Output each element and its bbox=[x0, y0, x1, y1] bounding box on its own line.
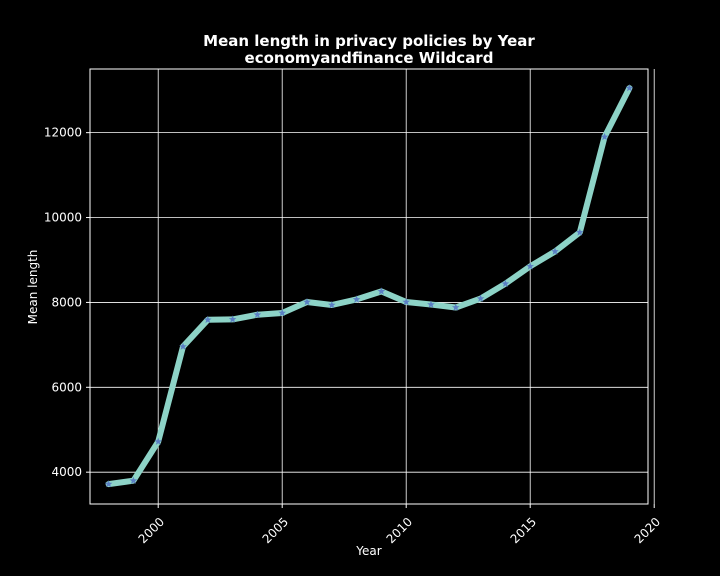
y-axis-label: Mean length bbox=[26, 250, 40, 325]
data-point-marker bbox=[576, 228, 584, 236]
data-point-marker bbox=[154, 437, 162, 445]
data-point-marker bbox=[228, 315, 237, 323]
plot-frame bbox=[89, 68, 649, 505]
data-point-marker bbox=[352, 295, 361, 303]
data-point-marker bbox=[501, 279, 510, 287]
data-point-marker bbox=[526, 262, 534, 270]
data-point-marker bbox=[427, 300, 435, 308]
grid bbox=[90, 69, 655, 504]
chart-title-line1: Mean length in privacy policies by Year bbox=[203, 32, 535, 50]
data-point-marker bbox=[179, 342, 187, 350]
x-axis-label: Year bbox=[355, 544, 381, 558]
chart-title-line2: economyandfinance Wildcard bbox=[245, 49, 494, 67]
y-tick-label: 6000 bbox=[51, 380, 82, 394]
data-point-marker bbox=[129, 476, 138, 484]
data-point-marker bbox=[104, 480, 113, 488]
data-point-marker bbox=[204, 315, 212, 324]
series-line bbox=[105, 85, 633, 488]
data-point-marker bbox=[303, 298, 311, 306]
data-point-marker bbox=[625, 84, 634, 92]
y-tick-label: 4000 bbox=[51, 465, 82, 479]
y-tick-label: 8000 bbox=[51, 295, 82, 309]
data-point-marker bbox=[452, 303, 460, 311]
data-point-marker bbox=[377, 287, 386, 295]
series bbox=[104, 84, 634, 488]
data-point-marker bbox=[476, 294, 485, 302]
y-tick-label: 12000 bbox=[44, 126, 82, 140]
data-point-marker bbox=[253, 310, 262, 318]
data-point-marker bbox=[278, 309, 286, 317]
data-point-marker bbox=[551, 247, 559, 255]
data-point-marker bbox=[402, 298, 410, 306]
y-tick-label: 10000 bbox=[44, 211, 82, 225]
data-point-marker bbox=[600, 132, 609, 141]
data-point-marker bbox=[328, 301, 336, 309]
